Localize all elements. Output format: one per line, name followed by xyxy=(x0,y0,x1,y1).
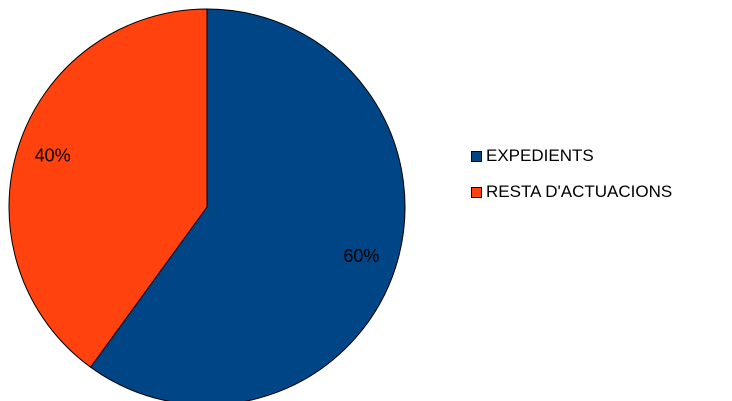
legend-item-resta-actuacions: RESTA D'ACTUACIONS xyxy=(471,182,672,202)
pie-slice-labels: 60% 40% xyxy=(35,146,380,266)
legend: EXPEDIENTS RESTA D'ACTUACIONS xyxy=(471,146,672,218)
legend-swatch-expedients xyxy=(471,150,482,162)
legend-label-resta-actuacions: RESTA D'ACTUACIONS xyxy=(486,182,673,201)
legend-label-expedients: EXPEDIENTS xyxy=(486,146,594,165)
pie-slices xyxy=(8,8,406,401)
legend-item-expedients: EXPEDIENTS xyxy=(471,146,672,166)
pie-slice-1 xyxy=(8,8,208,368)
pie-slice-label-1: 40% xyxy=(35,146,71,166)
pie-slice-label-0: 60% xyxy=(343,246,379,266)
pie-slice-0 xyxy=(89,8,406,401)
legend-swatch-resta-actuacions xyxy=(471,186,482,198)
